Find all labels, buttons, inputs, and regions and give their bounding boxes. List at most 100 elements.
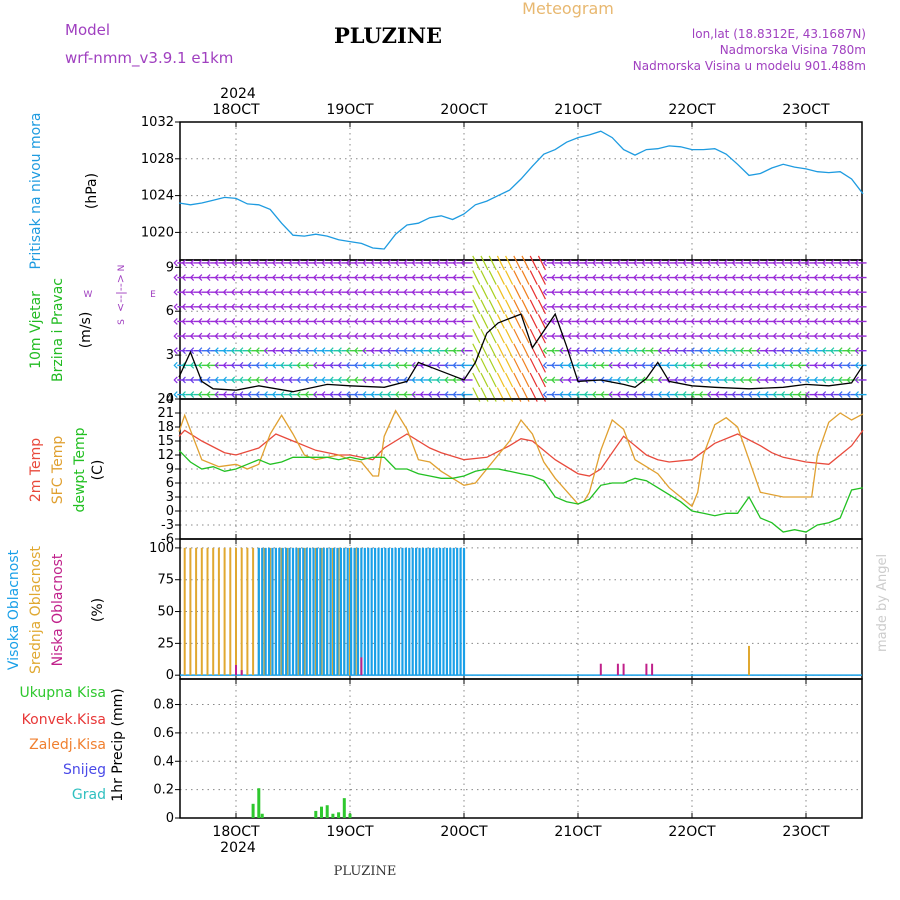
- wind-arrow-head: [756, 288, 761, 296]
- wind-arrow-head: [682, 288, 687, 296]
- wind-arrow-head: [559, 318, 564, 325]
- wind-arrow-head: [698, 318, 704, 325]
- wind-arrow-head: [444, 318, 449, 325]
- wind-arrow-head: [255, 347, 260, 355]
- wind-arrow-head: [706, 347, 712, 355]
- wind-arrow-head: [624, 288, 630, 296]
- wind-arrow-head: [271, 259, 277, 267]
- precip-legend-label: Ukupna Kisa: [19, 685, 106, 701]
- wind-arrow-head: [419, 259, 424, 267]
- wind-arrow-head: [854, 332, 859, 340]
- wind-arrow: [537, 343, 546, 358]
- wind-arrow-head: [674, 361, 679, 369]
- wind-arrow-head: [296, 259, 301, 267]
- wind-arrow-head: [567, 303, 572, 311]
- wind-arrow-head: [411, 361, 416, 369]
- wind-arrow: [472, 299, 481, 315]
- wind-arrow-head: [747, 332, 753, 340]
- y-tick-label: 0: [166, 668, 174, 683]
- wind-arrow-head: [181, 318, 186, 325]
- wind-arrow-head: [633, 361, 638, 369]
- y-tick-label: 0: [166, 504, 174, 519]
- wind-arrow-head: [304, 376, 310, 384]
- wind-arrow-head: [624, 274, 630, 281]
- wind-arrow-head: [271, 288, 277, 296]
- wind-arrow-head: [304, 303, 310, 311]
- wind-arrow-head: [715, 274, 720, 281]
- wind-arrow-head: [386, 391, 392, 399]
- wind-arrow-head: [813, 361, 818, 369]
- pressure-unit: (hPa): [84, 173, 100, 209]
- wind-arrow-head: [214, 347, 219, 355]
- wind-arrow-head: [780, 391, 786, 399]
- wind-arrow-head: [592, 274, 597, 281]
- wind-arrow-head: [395, 288, 400, 296]
- wind-arrow: [521, 372, 530, 388]
- wind-arrow-head: [542, 259, 548, 267]
- wind-arrow-head: [731, 361, 736, 369]
- wind-arrow-head: [583, 391, 589, 399]
- date-tick-bottom: 19OCT: [326, 824, 374, 840]
- wind-arrow-head: [813, 318, 818, 325]
- wind-arrow-head: [731, 303, 736, 311]
- wind-arrow-head: [665, 303, 671, 311]
- wind-arrow: [505, 284, 514, 300]
- wind-arrow-head: [271, 391, 277, 399]
- wind-arrow-head: [403, 274, 408, 281]
- wind-arrow-head: [682, 361, 687, 369]
- wind-arrow: [537, 358, 546, 373]
- wind-arrow-head: [460, 274, 465, 281]
- wind-arrow-head: [312, 347, 318, 355]
- wind-arrow: [472, 328, 481, 344]
- wind-arrow-head: [559, 347, 564, 355]
- wind-arrow-head: [181, 303, 186, 311]
- wind-arrow-head: [395, 303, 400, 311]
- wind-arrow-head: [641, 391, 646, 399]
- wind-arrow-head: [345, 303, 351, 311]
- wind-arrow-head: [715, 259, 720, 267]
- wind-arrow-head: [419, 391, 424, 399]
- wind-arrow-head: [567, 332, 572, 340]
- wind-arrow-head: [173, 303, 178, 311]
- wind-arrow-head: [395, 391, 400, 399]
- wind-arrow-head: [198, 303, 203, 311]
- wind-arrow-head: [214, 332, 219, 340]
- wind-arrow-head: [624, 347, 630, 355]
- wind-arrow-head: [312, 376, 318, 384]
- wind-arrow: [529, 255, 538, 271]
- wind-arrow-head: [247, 376, 252, 384]
- wind-arrow-head: [682, 274, 687, 281]
- wind-arrow: [521, 299, 530, 315]
- y-tick-label: 75: [157, 573, 174, 588]
- wind-arrow-head: [329, 259, 334, 267]
- precip-unit: 1hr Precip (mm): [110, 688, 126, 801]
- wind-arrow-head: [797, 391, 802, 399]
- wind-arrow-head: [583, 376, 589, 384]
- wind-arrow-head: [649, 332, 654, 340]
- cloud-ylabel-high: Visoka Oblacnost: [6, 549, 22, 670]
- wind-arrow-head: [411, 347, 416, 355]
- wind-arrow: [505, 255, 514, 271]
- wind-arrow-head: [288, 391, 293, 399]
- wind-arrow-head: [583, 259, 589, 267]
- wind-arrow-head: [583, 332, 589, 340]
- date-tick-top: 20OCT: [440, 102, 488, 118]
- wind-arrow: [521, 284, 530, 300]
- wind-arrow: [537, 255, 546, 271]
- wind-arrow-head: [230, 288, 236, 296]
- wind-arrow-head: [542, 376, 548, 384]
- wind-arrow-head: [854, 318, 859, 325]
- wind-arrow-head: [813, 376, 818, 384]
- wind-arrow-head: [805, 332, 810, 340]
- wind-arrow-head: [345, 259, 351, 267]
- wind-arrow: [480, 358, 489, 373]
- wind-arrow-head: [427, 332, 433, 340]
- y-tick-label: 21: [157, 406, 174, 421]
- wind-arrow-head: [690, 376, 695, 384]
- wind-arrow-head: [641, 361, 646, 369]
- wind-arrow-head: [370, 259, 375, 267]
- wind-arrow-head: [460, 259, 465, 267]
- wind-arrow: [521, 255, 530, 271]
- wind-arrow-head: [690, 318, 695, 325]
